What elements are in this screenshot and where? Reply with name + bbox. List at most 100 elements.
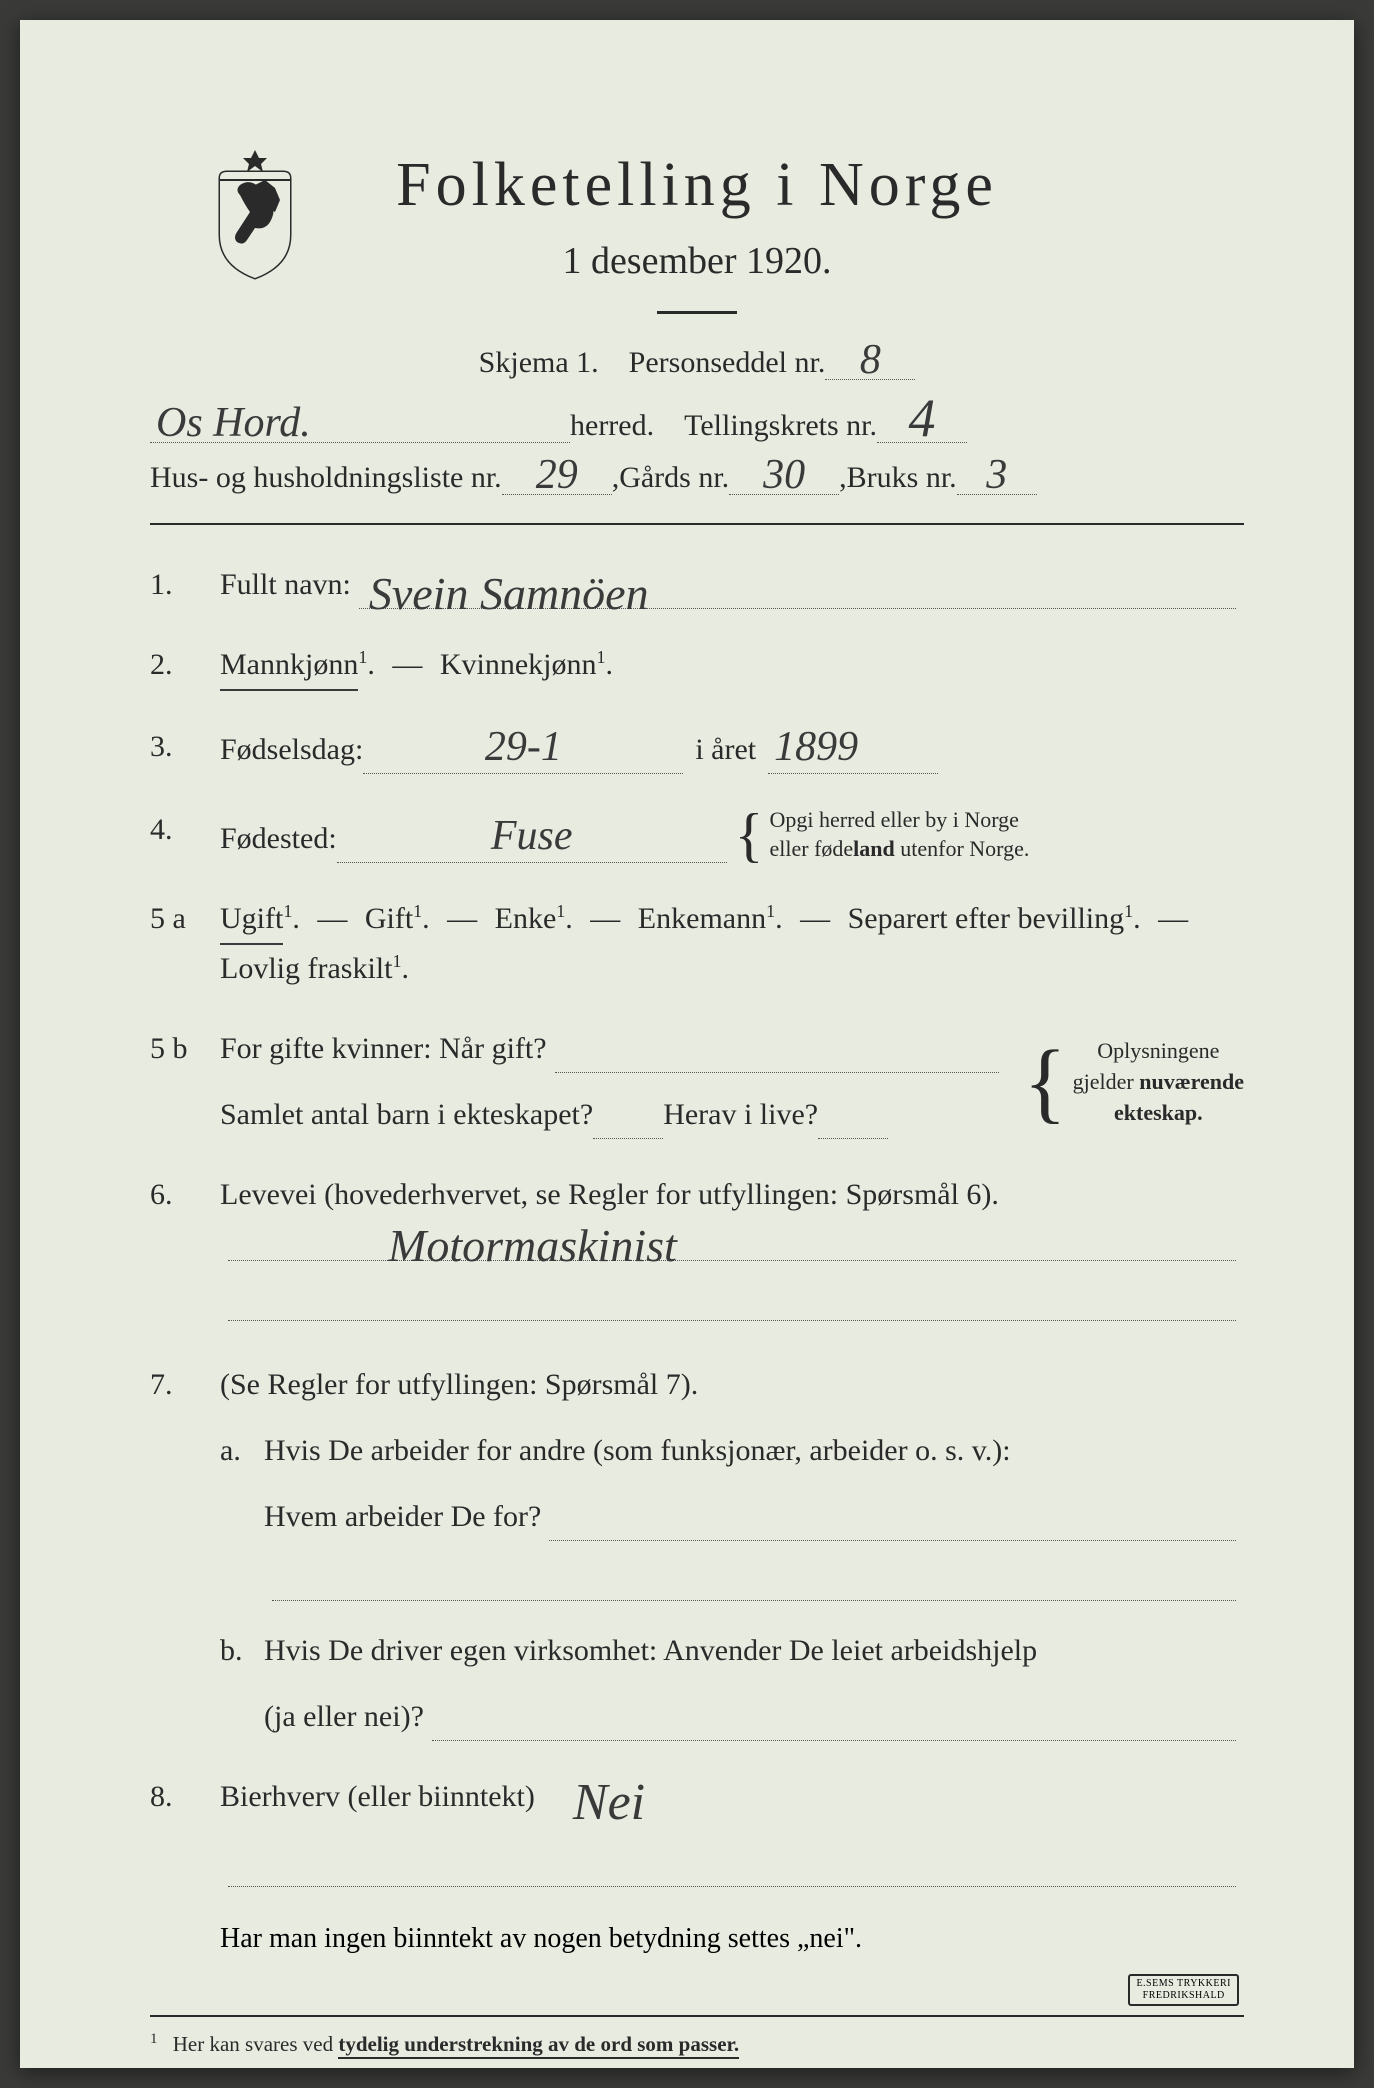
q7-label: (Se Regler for utfyllingen: Spørsmål 7).: [220, 1361, 1244, 1409]
herred-label: herred.: [570, 409, 654, 443]
q7b-field: [432, 1707, 1236, 1741]
husliste-value: 29: [536, 457, 578, 495]
footnote-bold: tydelig understrekning av de ord som pas…: [338, 2032, 739, 2059]
shield-svg: [205, 150, 305, 280]
q6-label: Levevei (hovederhvervet, se Regler for u…: [220, 1171, 1244, 1219]
question-5b: 5 b For gifte kvinner: Når gift? Samlet …: [150, 1025, 1244, 1139]
q8-num: 8.: [150, 1773, 220, 1821]
q8-extra-line: [220, 1853, 1244, 1887]
q5b-note2: gjelder nuværende: [1073, 1069, 1244, 1094]
footnote-num: 1: [150, 2031, 158, 2047]
tellingskrets-label: Tellingskrets nr.: [684, 409, 877, 443]
q5b-note1: Oplysningene: [1097, 1038, 1219, 1063]
husliste-label: Hus- og husholdningsliste nr.: [150, 461, 502, 495]
meta-row-2: Os Hord. herred. Tellingskrets nr. 4: [150, 390, 1244, 443]
q6-field: Motormaskinist: [228, 1227, 1236, 1261]
q2-mann: Mannkjønn: [220, 641, 358, 691]
q5b-line2b: Herav i live?: [663, 1091, 818, 1139]
q5a-enke: Enke: [495, 902, 557, 935]
q3-year: 1899: [774, 729, 858, 767]
q1-num: 1.: [150, 561, 220, 609]
q7-num: 7.: [150, 1361, 220, 1409]
q2-sup1: 1: [358, 647, 367, 667]
question-1: 1. Fullt navn: Svein Samnöen: [150, 561, 1244, 609]
q5a-ugift: Ugift: [220, 895, 283, 945]
personseddel-label: Personseddel nr.: [629, 346, 826, 380]
skjema-label: Skjema 1.: [479, 346, 599, 380]
question-4: 4. Fødested: Fuse { Opgi herred eller by…: [150, 806, 1244, 863]
printer-stamp: E.SEMS TRYKKERI FREDRIKSHALD: [1128, 1974, 1239, 2006]
q6-value: Motormaskinist: [388, 1225, 677, 1266]
q5b-gift-field: [555, 1039, 1000, 1073]
q1-label: Fullt navn:: [220, 561, 351, 609]
q4-value: Fuse: [491, 818, 573, 856]
main-divider: [150, 523, 1244, 525]
q4-note1: Opgi herred eller by i Norge: [769, 807, 1018, 832]
question-6: 6. Levevei (hovederhvervet, se Regler fo…: [150, 1171, 1244, 1321]
meta-row-3: Hus- og husholdningsliste nr. 29 , Gårds…: [150, 453, 1244, 495]
q5b-line1a: For gifte kvinner: Når gift?: [220, 1025, 547, 1073]
header: Folketelling i Norge 1 desember 1920.: [150, 150, 1244, 314]
q5b-live-field: [818, 1136, 888, 1139]
q5b-line2a: Samlet antal barn i ekteskapet?: [220, 1091, 593, 1139]
q1-value: Svein Samnöen: [369, 573, 649, 614]
q7a-label: a.: [220, 1427, 264, 1601]
q5a-gift: Gift: [365, 902, 413, 935]
q7b-text2: (ja eller nei)?: [264, 1693, 424, 1741]
q3-label: Fødselsdag:: [220, 726, 363, 774]
tellingskrets-value: 4: [909, 394, 936, 443]
q3-day: 29-1: [485, 729, 562, 767]
husliste-field: 29: [502, 453, 612, 495]
q6-field2: [228, 1287, 1236, 1321]
question-2: 2. Mannkjønn1. — Kvinnekjønn1.: [150, 641, 1244, 691]
q4-label: Fødested:: [220, 815, 337, 863]
herred-value: Os Hord.: [156, 405, 311, 443]
meta-row-1: Skjema 1. Personseddel nr. 8: [150, 338, 1244, 380]
q5a-fraskilt: Lovlig fraskilt: [220, 952, 392, 985]
q5a-enkemann: Enkemann: [638, 902, 766, 935]
q5b-note3: ekteskap.: [1114, 1100, 1203, 1125]
printer-line1: E.SEMS TRYKKERI: [1136, 1978, 1231, 1990]
bottom-note: Har man ingen biinntekt av nogen betydni…: [220, 1923, 1244, 1955]
gards-field: 30: [729, 453, 839, 495]
personseddel-value: 8: [860, 342, 881, 380]
q5b-note: { Oplysningene gjelder nuværende ekteska…: [1023, 1036, 1244, 1128]
q7a-field2: [272, 1567, 1236, 1601]
q1-field: Svein Samnöen: [359, 575, 1236, 609]
q2-sup2: 1: [596, 647, 605, 667]
q7a-text2: Hvem arbeider De for?: [264, 1493, 541, 1541]
q3-year-label: i året: [695, 726, 756, 774]
q5b-barn-field: [593, 1136, 663, 1139]
gards-value: 30: [763, 457, 805, 495]
q4-note2: eller fødeland utenfor Norge.: [769, 836, 1029, 861]
q5a-separert: Separert efter bevilling: [848, 902, 1125, 935]
footnote: 1 Her kan svares ved tydelig understrekn…: [150, 2031, 1244, 2057]
page-title: Folketelling i Norge: [150, 150, 1244, 221]
bruks-field: 3: [957, 453, 1037, 495]
printer-line2: FREDRIKSHALD: [1136, 1990, 1231, 2002]
census-form-page: Folketelling i Norge 1 desember 1920. Sk…: [20, 20, 1354, 2068]
coat-of-arms-icon: [205, 150, 305, 280]
tellingskrets-field: 4: [877, 390, 967, 443]
question-8: 8. Bierhverv (eller biinntekt) Nei: [150, 1773, 1244, 1821]
herred-field: Os Hord.: [150, 401, 570, 443]
page-subtitle: 1 desember 1920.: [150, 239, 1244, 283]
q7a-field: [549, 1507, 1236, 1541]
question-7: 7. (Se Regler for utfyllingen: Spørsmål …: [150, 1361, 1244, 1741]
q3-day-field: 29-1: [363, 723, 683, 774]
bruks-value: 3: [986, 457, 1007, 495]
q6-num: 6.: [150, 1171, 220, 1219]
q3-year-field: 1899: [768, 723, 938, 774]
bruks-label: Bruks nr.: [847, 461, 957, 495]
title-divider: [657, 311, 737, 314]
question-5a: 5 a Ugift1. — Gift1. — Enke1. — Enkemann…: [150, 895, 1244, 993]
q4-num: 4.: [150, 806, 220, 854]
q7b-text1: Hvis De driver egen virksomhet: Anvender…: [264, 1627, 1244, 1675]
q8-value: Nei: [573, 1780, 645, 1827]
q4-field: Fuse: [337, 812, 727, 863]
footnote-pre: Her kan svares ved: [173, 2032, 339, 2056]
q2-kvinne: Kvinnekjønn: [440, 648, 597, 681]
q3-num: 3.: [150, 723, 220, 771]
personseddel-field: 8: [825, 338, 915, 380]
gards-label: Gårds nr.: [619, 461, 729, 495]
